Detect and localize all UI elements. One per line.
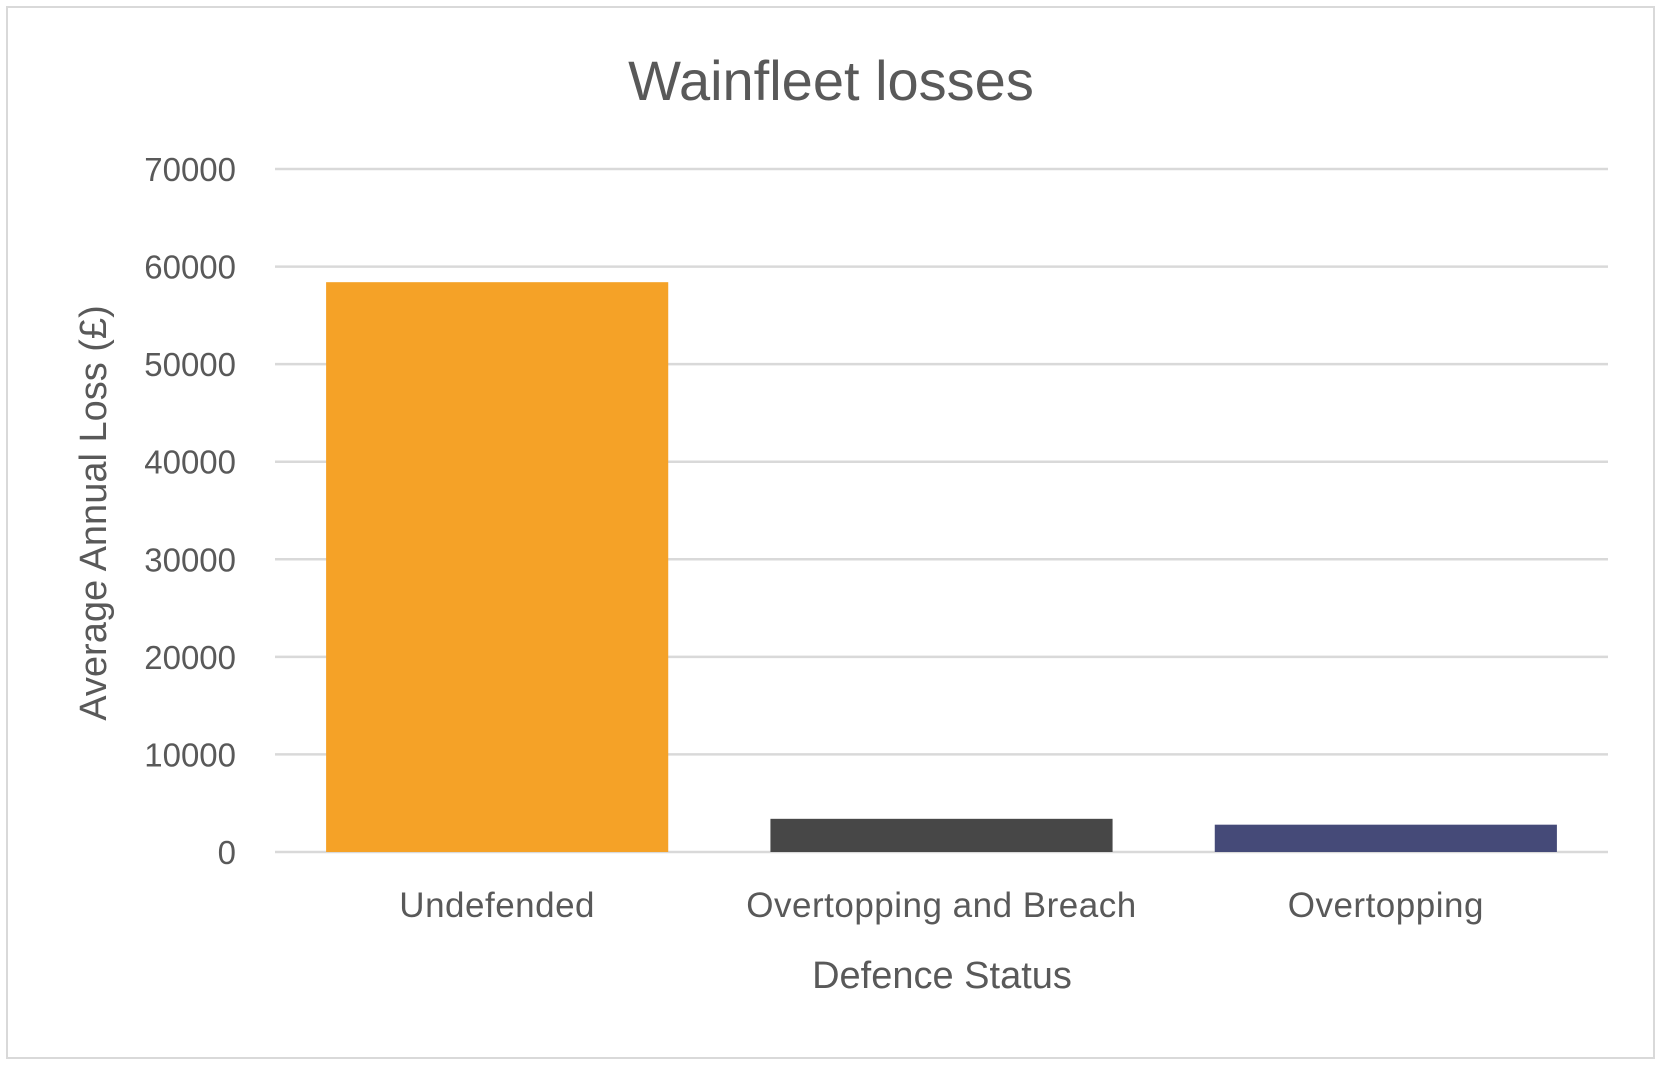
bar-overtopping-and-breach: [770, 818, 1113, 852]
y-tick-label: 50000: [144, 346, 236, 383]
y-axis-title: Average Annual Loss (£): [73, 305, 115, 720]
y-axis-tick-labels: 0 10000 20000 30000 40000 50000 60000 70000: [144, 151, 236, 871]
y-tick-label: 20000: [144, 639, 236, 676]
bar-overtopping: [1214, 824, 1557, 852]
x-category-label: Overtopping: [1288, 886, 1484, 925]
y-tick-label: 70000: [144, 151, 236, 188]
y-tick-label: 60000: [144, 249, 236, 286]
y-tick-label: 30000: [144, 541, 236, 578]
y-tick-label: 40000: [144, 444, 236, 481]
x-axis-title: Defence Status: [812, 955, 1072, 997]
chart-title: Wainfleet losses: [628, 49, 1034, 112]
x-category-label: Overtopping and Breach: [746, 886, 1136, 925]
bars: [326, 282, 1557, 852]
chart-frame: [6, 6, 1655, 1059]
y-tick-label: 10000: [144, 736, 236, 773]
y-tick-label: 0: [218, 834, 236, 871]
bar-undefended: [326, 282, 669, 852]
x-axis-category-labels: Undefended Overtopping and Breach Overtopp…: [399, 886, 1484, 925]
x-category-label: Undefended: [399, 886, 595, 925]
